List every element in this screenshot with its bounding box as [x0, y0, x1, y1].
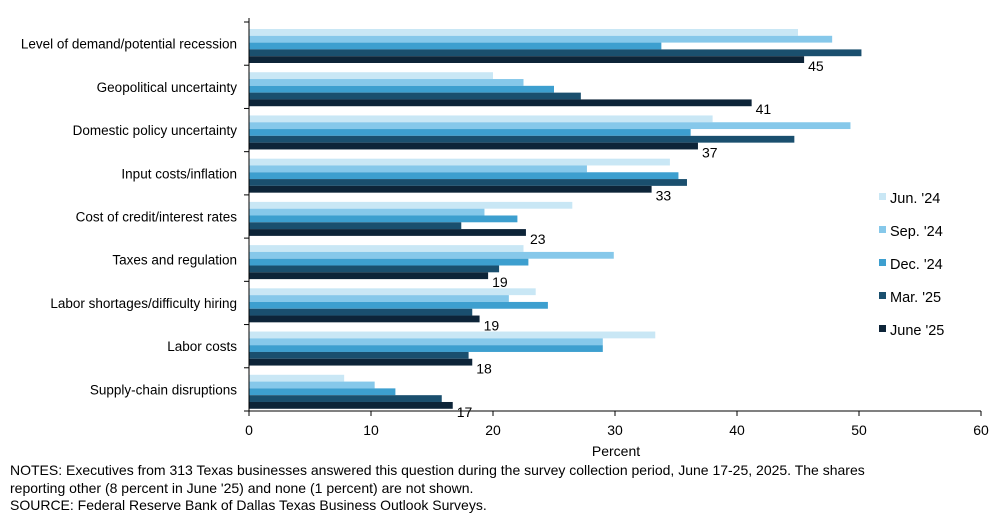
legend: Jun. '24 Sep. '24 Dec. '24 Mar. '25 June '25: [879, 191, 944, 339]
legend-label: Jun. '24: [890, 191, 940, 207]
data-label: 37: [702, 144, 718, 160]
legend-swatch: [879, 259, 886, 266]
bar: [249, 158, 670, 166]
x-tick-label: 60: [973, 422, 989, 438]
bar: [249, 295, 509, 302]
legend-swatch: [879, 226, 886, 233]
bar: [249, 49, 862, 57]
category-label: Geopolitical uncertainty: [97, 80, 238, 95]
data-label: 23: [530, 231, 546, 247]
bar: [249, 345, 603, 352]
bar: [249, 251, 614, 259]
x-tick-label: 30: [607, 422, 623, 438]
category-label: Supply-chain disruptions: [90, 382, 237, 397]
category-label: Taxes and regulation: [112, 253, 237, 268]
bar: [249, 401, 453, 409]
source-text: SOURCE: Federal Reserve Bank of Dallas T…: [10, 497, 487, 513]
x-tick-label: 50: [851, 422, 867, 438]
bar: [249, 185, 652, 193]
x-tick-label: 20: [485, 422, 501, 438]
notes: NOTES: Executives from 313 Texas busines…: [10, 462, 990, 515]
bar: [249, 331, 656, 339]
bar: [249, 85, 554, 93]
category-label: Domestic policy uncertainty: [73, 123, 238, 138]
bar: [249, 222, 462, 230]
bar: [249, 265, 500, 273]
bar: [249, 129, 691, 136]
data-label: 19: [484, 317, 500, 333]
bar: [249, 42, 662, 50]
data-label: 45: [808, 58, 824, 74]
value-labels-group: 45 41 37 33 23 19 19 18 17: [457, 58, 824, 420]
bar: [249, 388, 396, 396]
x-tick-label: 40: [729, 422, 745, 438]
bar: [249, 245, 524, 252]
legend-label: Sep. '24: [890, 224, 943, 240]
x-tick-label: 10: [363, 422, 379, 438]
bar: [249, 301, 548, 309]
data-label: 17: [457, 404, 473, 420]
bar: [249, 29, 798, 36]
bar: [249, 135, 795, 143]
bar: [249, 201, 573, 209]
legend-swatch: [879, 325, 886, 332]
bar: [249, 258, 529, 266]
category-label: Input costs/inflation: [121, 166, 237, 181]
category-label: Labor shortages/difficulty hiring: [50, 296, 237, 311]
bar: [249, 374, 345, 382]
bar: [249, 215, 518, 223]
bar: [249, 115, 713, 123]
notes-line-1: NOTES: Executives from 313 Texas busines…: [10, 462, 865, 478]
bar: [249, 358, 473, 366]
category-label: Cost of credit/interest rates: [76, 210, 238, 225]
legend-swatch: [879, 193, 886, 200]
bar-chart: 45 41 37 33 23 19 19 18 17 Level of demand/poten…: [21, 18, 989, 459]
bar: [249, 288, 536, 296]
bar: [249, 381, 375, 389]
axes-group: Level of demand/potential recession Geopo…: [21, 18, 989, 438]
data-label: 41: [756, 101, 772, 117]
bar: [249, 99, 752, 107]
data-label: 33: [656, 188, 672, 204]
notes-line-2: reporting other (8 percent in June '25) …: [10, 479, 474, 496]
x-axis-label: Percent: [592, 443, 640, 459]
bar: [249, 338, 603, 346]
bar: [249, 208, 485, 216]
bar: [249, 272, 489, 280]
bar: [249, 122, 851, 130]
bar: [249, 92, 581, 100]
bar: [249, 79, 524, 86]
bar: [249, 229, 526, 236]
bar: [249, 165, 587, 173]
legend-label: Mar. '25: [890, 290, 941, 306]
bars-group: [249, 29, 862, 409]
legend-label: Dec. '24: [890, 257, 943, 273]
legend-label: June '25: [890, 323, 944, 339]
data-label: 18: [476, 361, 492, 377]
legend-swatch: [879, 292, 886, 299]
bar: [249, 142, 698, 150]
bar: [249, 395, 442, 402]
bar: [249, 351, 469, 359]
category-label: Level of demand/potential recession: [21, 37, 237, 52]
bar: [249, 172, 679, 180]
bar: [249, 315, 480, 323]
bar: [249, 72, 493, 80]
bar: [249, 179, 687, 186]
data-label: 19: [492, 274, 508, 290]
bar: [249, 56, 805, 63]
bar: [249, 308, 473, 316]
category-label: Labor costs: [167, 339, 237, 354]
bar: [249, 35, 833, 43]
x-tick-label: 0: [245, 422, 253, 438]
